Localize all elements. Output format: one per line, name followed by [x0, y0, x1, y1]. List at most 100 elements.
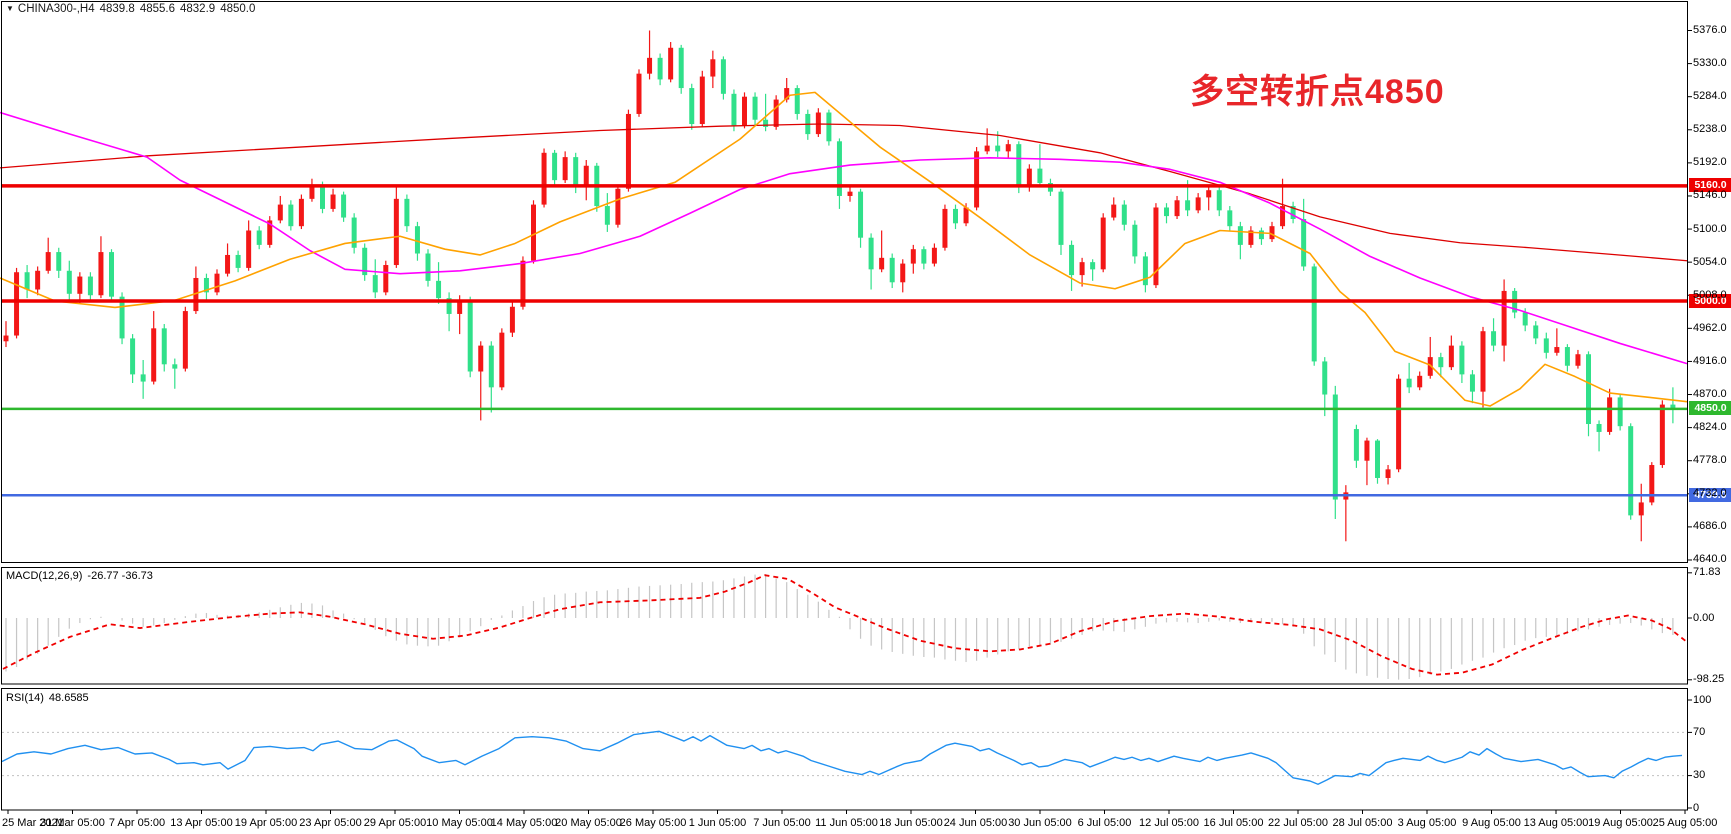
price-tick-label: 5008.0 — [1693, 288, 1727, 301]
candle — [1311, 266, 1317, 362]
price-tick-label: 4870.0 — [1693, 388, 1727, 401]
candle — [1564, 347, 1570, 366]
time-label: 24 Jun 05:00 — [943, 817, 1008, 829]
candle — [604, 206, 610, 225]
candle — [235, 254, 241, 268]
candle — [1480, 331, 1486, 392]
candle — [815, 112, 821, 135]
candle — [1491, 331, 1497, 346]
price-tick-label: 5376.0 — [1693, 24, 1727, 36]
time-label: 13 Aug 05:00 — [1523, 817, 1589, 829]
price-tick-label: 4732.0 — [1693, 487, 1727, 500]
time-label: 19 Aug 05:00 — [1588, 817, 1653, 829]
candle — [1069, 244, 1075, 276]
candle — [826, 112, 832, 142]
candle — [636, 73, 642, 114]
candle — [1111, 204, 1117, 218]
candle — [320, 184, 325, 209]
candle — [298, 198, 304, 227]
open-value: 4839.8 — [99, 3, 135, 15]
candle — [657, 57, 663, 80]
candle — [531, 204, 536, 261]
candle — [172, 364, 178, 369]
candle — [1248, 230, 1254, 245]
price-tick-label: 4916.0 — [1693, 354, 1727, 367]
time-label: 7 Apr 05:00 — [108, 817, 166, 829]
price-tick-label: 4640.0 — [1693, 553, 1727, 566]
candle — [1554, 347, 1560, 353]
candle — [984, 145, 990, 152]
candle — [1469, 374, 1475, 392]
candle — [1607, 397, 1613, 432]
candle — [425, 253, 431, 281]
bull-bear-turning-point-annotation[interactable]: 多空转折点4850 — [1190, 73, 1445, 111]
price-tick-label: 5330.0 — [1693, 57, 1727, 70]
candle — [277, 204, 283, 221]
candle — [182, 311, 188, 369]
candle — [668, 47, 674, 80]
candle — [1396, 378, 1402, 470]
candle — [742, 96, 747, 126]
candle — [436, 280, 442, 299]
candle — [995, 145, 1001, 152]
candle — [161, 328, 167, 365]
symbol-info-bar[interactable]: ▼ CHINA300-,H4 4839.8 4855.6 4832.9 4850.0 — [6, 3, 260, 15]
time-label: 7 Jun 05:00 — [753, 817, 811, 829]
candle — [847, 191, 853, 196]
price-tick-label: 5146.0 — [1693, 189, 1727, 202]
candle — [1522, 312, 1528, 326]
time-label: 22 Jul 05:00 — [1268, 817, 1328, 829]
dropdown-triangle-icon[interactable]: ▼ — [6, 4, 14, 13]
candle — [1227, 210, 1233, 227]
candle — [1628, 426, 1634, 516]
candle — [1364, 440, 1370, 461]
candle — [1142, 256, 1148, 286]
rsi-tick-label: 30 — [1693, 769, 1706, 782]
candle — [562, 157, 568, 181]
candle — [1174, 200, 1180, 217]
candle — [1237, 226, 1243, 245]
candle — [678, 47, 684, 89]
candle — [1100, 217, 1106, 270]
candle — [119, 296, 125, 339]
candle — [931, 247, 937, 264]
candle — [731, 93, 737, 126]
candle — [1258, 230, 1264, 240]
macd-tick-label: 0.00 — [1693, 611, 1715, 624]
close-value: 4850.0 — [220, 3, 256, 15]
candle — [214, 273, 220, 293]
candle — [1301, 218, 1307, 267]
candle — [246, 230, 252, 268]
time-label: 10 May 05:00 — [426, 817, 493, 829]
candle — [752, 96, 758, 120]
macd-name: MACD(12,26,9) — [6, 570, 83, 582]
candle — [1353, 429, 1359, 461]
candle — [1649, 465, 1655, 503]
candle — [710, 59, 716, 77]
macd-values: -26.77 -36.73 — [87, 570, 153, 582]
candle — [1406, 378, 1412, 388]
candle — [77, 276, 83, 294]
candle — [109, 252, 114, 297]
candle — [1543, 338, 1549, 353]
candle — [3, 335, 9, 342]
candle — [225, 254, 231, 274]
candle — [66, 270, 72, 294]
candle — [541, 152, 547, 205]
candle — [499, 332, 505, 388]
time-label: 14 May 05:00 — [490, 817, 558, 829]
candle — [151, 328, 157, 382]
candle — [784, 88, 790, 100]
candle — [689, 88, 695, 125]
candle — [1121, 204, 1127, 225]
candle — [520, 260, 526, 307]
candle — [414, 226, 420, 254]
candle — [1427, 357, 1433, 376]
low-value: 4832.9 — [180, 3, 216, 15]
price-badge: 4850.0 — [1689, 401, 1731, 416]
candle — [573, 157, 579, 188]
time-label: 1 Jun 05:00 — [688, 817, 747, 829]
candle — [1438, 357, 1444, 368]
